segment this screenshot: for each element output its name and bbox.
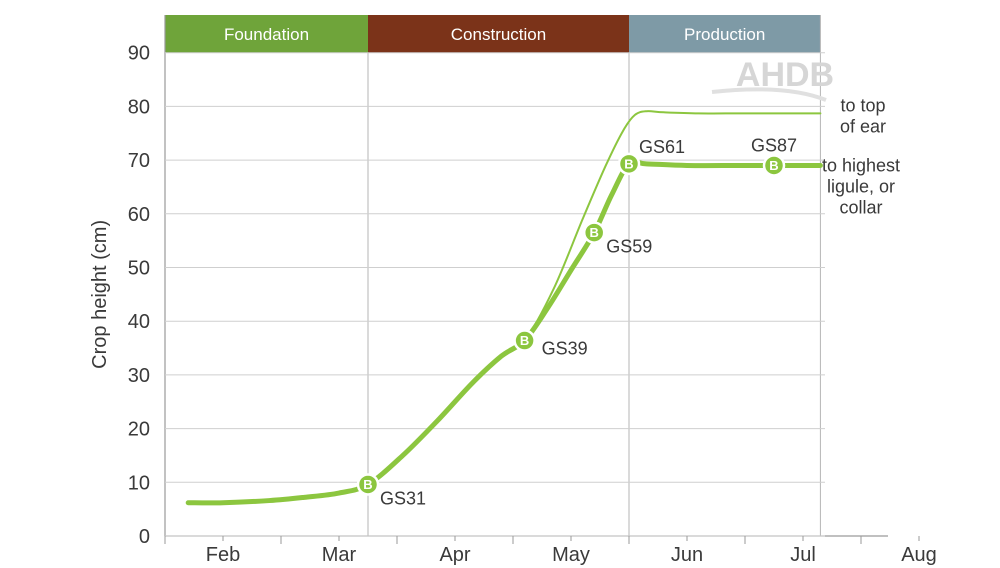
end-label-line: collar [839,197,882,217]
x-tick-label-feb: Feb [206,544,240,566]
marker-letter: B [363,477,372,492]
marker-letter: B [520,333,529,348]
x-tick-label-jul: Jul [790,544,816,566]
phase-label-production: Production [684,25,765,44]
marker-circle [762,154,786,177]
phase-label-foundation: Foundation [224,25,309,44]
phase-label-construction: Construction [451,25,546,44]
y-axis-label: Crop height (cm) [89,220,111,369]
marker-letter: B [624,156,633,171]
growth-stage-label: GS87 [751,135,797,155]
marker-letter: B [590,225,599,240]
phase-band-production [629,15,821,53]
end-label-line: to top [840,95,885,115]
y-tick-label: 90 [128,43,150,65]
y-tick-label: 30 [128,365,150,387]
end-label-line: ligule, or [827,176,895,196]
phase-band-construction [368,15,629,53]
y-tick-label: 20 [128,419,150,441]
marker-gs39: B GS39 [513,329,588,359]
phase-bands: Foundation Construction Production [165,15,821,53]
marker-circle [356,473,380,496]
marker-circle [582,221,606,244]
marker-circle [617,152,641,176]
x-tick-label-jun: Jun [671,544,703,566]
series-line-to-highest-ligule-or-collar [185,159,823,506]
axes [164,15,920,544]
ahdb-logo: AHDB [711,56,834,102]
phase-dividers [367,15,821,536]
phase-band-foundation [165,15,368,53]
end-label-line: to highest [822,155,900,175]
y-tick-label: 70 [128,150,150,172]
growth-stage-label: GS61 [639,137,685,157]
growth-stage-label: GS31 [380,488,426,508]
growth-stage-markers: B GS31 B GS39 B GS59 B GS61 B GS87 [356,135,797,508]
series-lines [185,110,823,506]
y-tick-label: 0 [139,526,150,548]
y-tick-label: 40 [128,311,150,333]
series-line-to-top-of-ear [500,110,822,358]
x-tick-labels: Feb Mar Apr May Jun Jul Aug [206,544,937,566]
y-tick-label: 10 [128,472,150,494]
y-tick-label: 80 [128,96,150,118]
marker-gs61: B GS61 [617,137,685,176]
marker-gs87: B GS87 [751,135,797,177]
marker-letter: B [769,158,778,173]
x-tick-label-may: May [552,544,590,566]
ahdb-logo-swoosh [711,87,827,102]
end-label-line: of ear [840,116,886,136]
x-tick-label-mar: Mar [322,544,357,566]
growth-stage-label: GS39 [542,339,588,359]
x-tick-label-aug: Aug [901,544,937,566]
marker-circle [513,329,536,352]
marker-gs59: B GS59 [582,221,652,257]
x-tick-label-apr: Apr [439,544,470,566]
y-tick-labels: 0 10 20 30 40 50 60 70 80 90 [128,43,150,548]
growth-stage-label: GS59 [606,237,652,257]
marker-gs31: B GS31 [356,473,426,508]
y-tick-label: 50 [128,258,150,280]
y-tick-label: 60 [128,204,150,226]
